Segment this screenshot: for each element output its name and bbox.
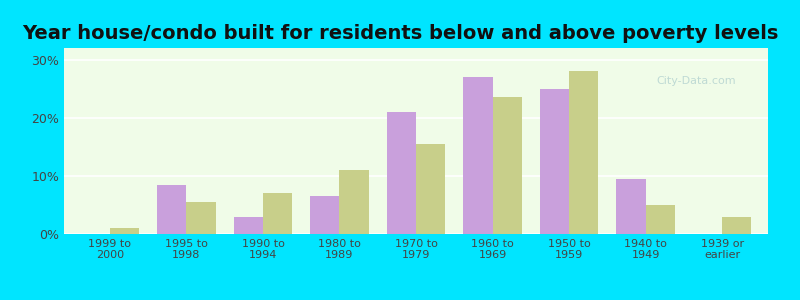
Bar <box>339 170 369 234</box>
Bar <box>722 217 751 234</box>
Bar <box>416 144 445 234</box>
Bar <box>617 179 646 234</box>
Bar <box>387 112 416 234</box>
Bar <box>110 228 139 234</box>
Bar <box>540 89 569 234</box>
Text: Year house/condo built for residents below and above poverty levels: Year house/condo built for residents bel… <box>22 24 778 43</box>
Bar <box>646 205 674 234</box>
Bar <box>493 98 522 234</box>
Bar <box>234 217 263 234</box>
Bar <box>569 71 598 234</box>
Bar <box>186 202 215 234</box>
Text: City-Data.com: City-Data.com <box>656 76 736 86</box>
Bar <box>263 193 292 234</box>
Bar <box>310 196 339 234</box>
Bar <box>463 77 493 234</box>
Bar <box>158 184 186 234</box>
